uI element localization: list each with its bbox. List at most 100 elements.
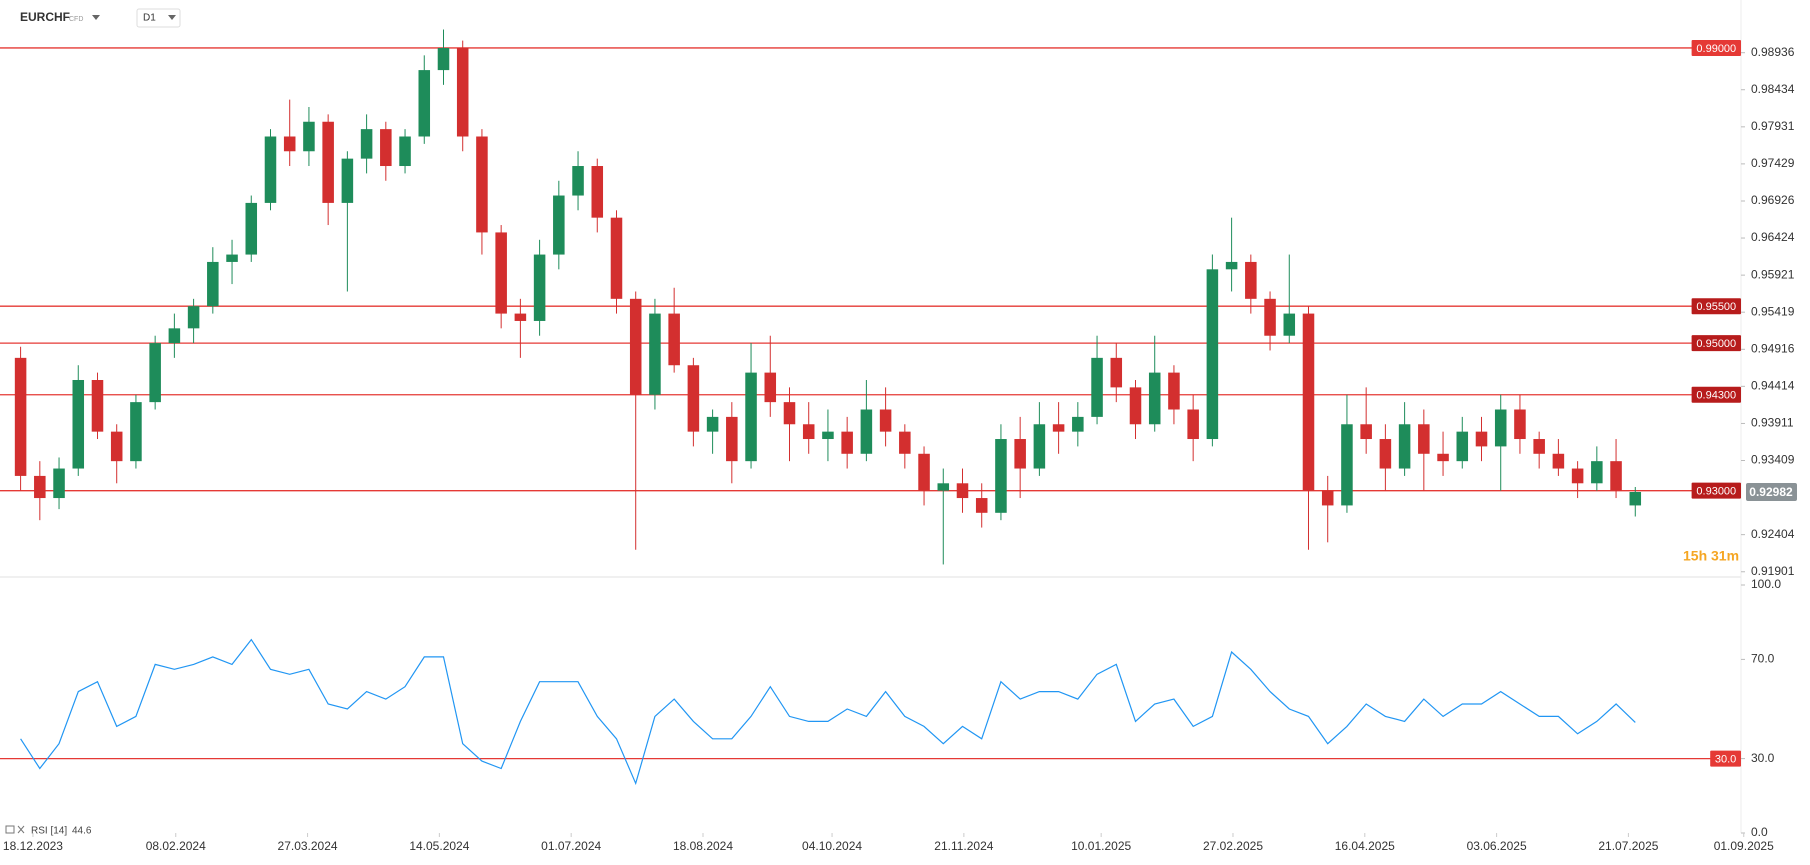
candle-body [860,409,873,454]
candle-body [1514,409,1526,440]
x-tick-label: 08.02.2024 [146,839,206,853]
candle-body [1494,409,1507,447]
candle-body [918,453,930,491]
candle-body [629,298,642,395]
y-tick-label: 0.98434 [1751,82,1795,96]
candle-body [1437,453,1449,462]
candle-body [1245,261,1257,299]
candle-body [841,431,853,454]
candle-body [168,328,181,344]
candle-body [456,47,469,137]
candle-body [1571,468,1584,484]
candle-body [1379,439,1392,469]
candle-body [1187,409,1199,440]
candle-body [1629,491,1642,506]
level-label-box [1710,750,1741,767]
candle-body [1321,490,1334,506]
candle-body [802,424,815,440]
candle-body [1072,416,1084,432]
candle-body [130,402,142,462]
candle-body [1052,424,1065,432]
candle-body [245,202,258,255]
x-tick-label: 16.04.2025 [1335,839,1395,853]
current-price-box [1746,482,1797,501]
x-tick-label: 01.09.2025 [1714,839,1774,853]
candle-body [1360,424,1372,440]
candle-body [34,475,46,499]
y-tick-label: 0.96926 [1751,193,1795,207]
candle-body [783,402,796,425]
dropdown-arrow[interactable] [168,15,176,20]
candle-body [822,431,834,440]
candle-body [399,136,411,167]
timeframe-box[interactable] [136,8,181,28]
level-label: 0.99000 [1696,43,1736,55]
candle-body [495,232,507,314]
candle-body [72,379,85,469]
candle-body [764,372,777,403]
candle-body [975,498,988,513]
candle-body [1591,461,1603,484]
candle-body [226,254,238,262]
candle-body [1148,372,1161,425]
rsi-label: RSI [14] [31,826,67,837]
candle-body [1110,357,1123,388]
candle-body [726,416,738,462]
candle-body [706,416,719,432]
candle-body [572,166,584,196]
candle-body [956,483,969,499]
y-tick-label: 0.95419 [1751,304,1795,318]
candle-body [1610,461,1622,491]
candle-body [322,121,334,203]
candle-body [1418,424,1430,454]
candle-body [1264,298,1276,336]
candle-body [1341,424,1353,506]
x-tick-label: 10.01.2025 [1071,839,1131,853]
candle-body [110,431,123,462]
x-tick-label: 21.07.2025 [1598,839,1658,853]
x-tick-label: 27.02.2025 [1203,839,1263,853]
candle-body [553,195,565,255]
y-tick-label: 0.98936 [1751,45,1795,59]
x-tick-label: 01.07.2024 [541,839,601,853]
level-label-box [1691,39,1741,56]
rsi-line [20,638,1636,786]
dropdown-arrow[interactable] [92,15,100,20]
candle-body [418,70,431,137]
candle-body [1398,424,1411,469]
rsi-icon [5,825,25,834]
instrument-kind: CFD [69,16,83,23]
candle-body [1533,439,1545,454]
candle-body [53,468,65,499]
candle-body [1456,431,1469,462]
y-tick-label: 70.0 [1751,652,1775,666]
candle-body [476,136,488,233]
candle-body [1091,357,1103,417]
candle-body [91,379,104,432]
candle-body [437,47,450,71]
candle-body [1283,313,1296,336]
y-tick-label: 0.93409 [1751,453,1795,467]
candle-body [14,357,27,476]
candle-body [937,483,950,491]
candle-body [207,261,219,307]
candle-body [303,121,315,152]
candle-body [995,439,1007,513]
y-tick-label: 0.96424 [1751,230,1795,244]
candle-body [1033,424,1046,469]
candle-body [591,166,604,218]
candle-body [341,158,354,203]
candle-body [533,254,546,321]
candle-body [380,129,392,167]
countdown: 15h 31m [1683,548,1739,564]
x-tick-label: 18.08.2024 [673,839,733,853]
rsi-current: 44.6 [72,826,92,837]
x-tick-label: 21.11.2024 [934,839,993,853]
y-tick-label: 0.94916 [1751,341,1795,355]
candle-body [149,343,161,403]
symbol[interactable]: EURCHF [20,10,70,24]
level-label: 0.93000 [1696,486,1736,498]
y-tick-label: 0.97429 [1751,156,1795,170]
timeframe[interactable]: D1 [143,13,156,24]
